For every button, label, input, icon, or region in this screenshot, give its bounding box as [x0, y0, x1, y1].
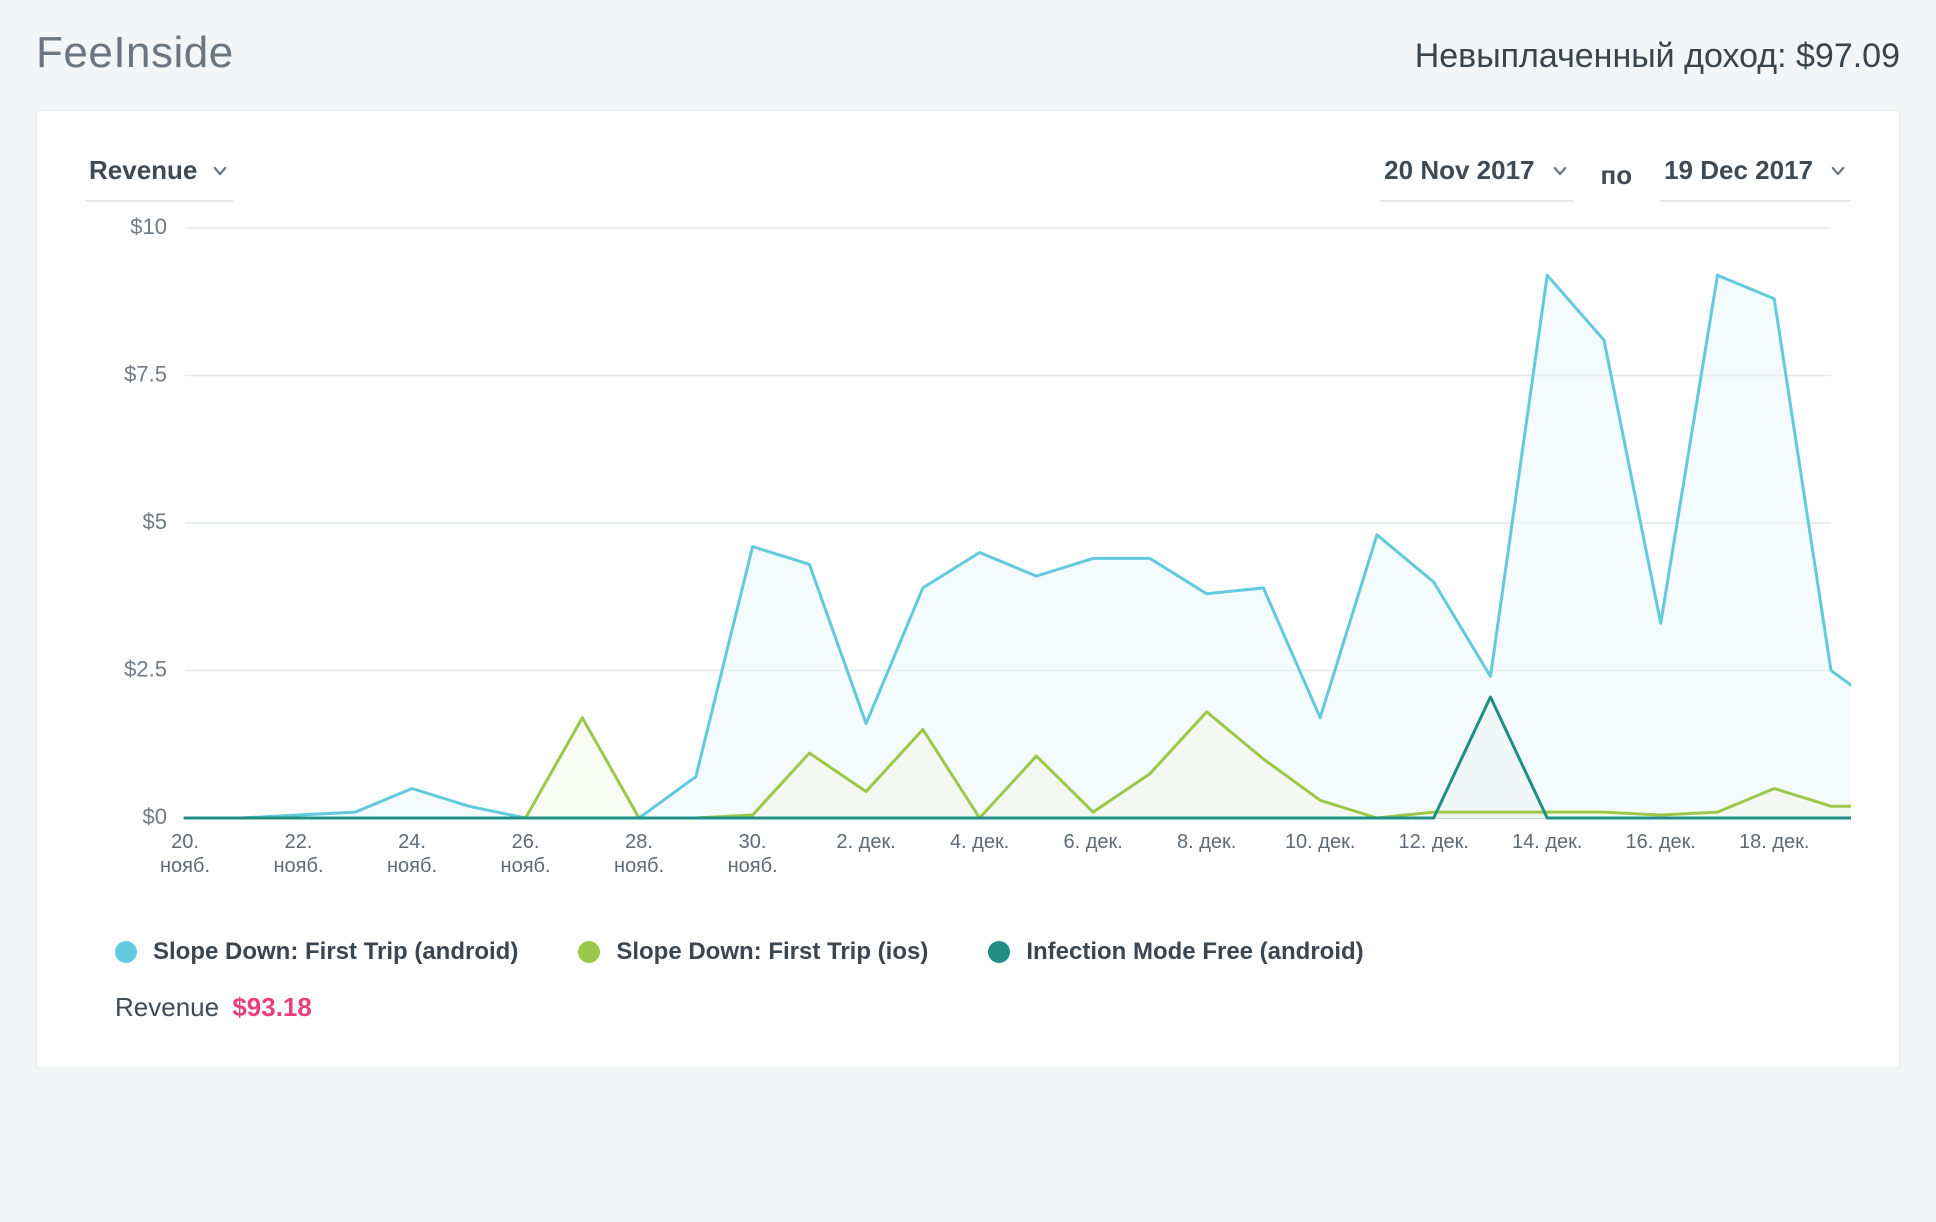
unpaid-revenue: Невыплаченный доход: $97.09	[1415, 37, 1900, 76]
svg-text:24.нояб.: 24.нояб.	[387, 831, 437, 877]
svg-text:4. дек.: 4. дек.	[950, 831, 1009, 853]
legend-swatch	[115, 941, 137, 963]
metric-dropdown-label: Revenue	[89, 155, 197, 186]
chevron-down-icon	[211, 162, 229, 180]
legend-label: Slope Down: First Trip (android)	[153, 938, 518, 966]
date-to-label: 19 Dec 2017	[1664, 155, 1813, 186]
svg-text:$10: $10	[130, 214, 167, 239]
unpaid-value: $97.09	[1796, 37, 1900, 75]
date-to-dropdown[interactable]: 19 Dec 2017	[1660, 149, 1851, 202]
legend-swatch	[578, 941, 600, 963]
revenue-card: Revenue 20 Nov 2017 по 19 Dec 2017 $0$2	[36, 110, 1900, 1068]
svg-text:$0: $0	[143, 804, 167, 829]
chart-canvas: $0 $2.5 $5 $7.5 $10 20.нояб. 22.нояб. 24.нояб. 2…	[85, 208, 1851, 908]
series-area	[185, 275, 1851, 818]
svg-text:14. дек.: 14. дек.	[1512, 831, 1582, 853]
date-separator: по	[1601, 160, 1633, 191]
unpaid-label: Невыплаченный доход:	[1415, 37, 1787, 75]
svg-text:28.нояб.: 28.нояб.	[614, 831, 664, 877]
page-header: FeeInside Невыплаченный доход: $97.09	[0, 0, 1936, 100]
chart-legend: Slope Down: First Trip (android) Slope Do…	[85, 938, 1851, 966]
svg-text:20.нояб.: 20.нояб.	[160, 831, 210, 877]
chevron-down-icon	[1551, 162, 1569, 180]
legend-item[interactable]: Infection Mode Free (android)	[988, 938, 1363, 966]
svg-text:26.нояб.: 26.нояб.	[501, 831, 551, 877]
svg-text:2. дек.: 2. дек.	[836, 831, 895, 853]
svg-text:$7.5: $7.5	[124, 361, 167, 386]
date-range-group: 20 Nov 2017 по 19 Dec 2017	[1380, 149, 1851, 202]
revenue-total: Revenue $93.18	[85, 992, 1851, 1023]
revenue-chart: $0 $2.5 $5 $7.5 $10 20.нояб. 22.нояб. 24.нояб. 2…	[85, 208, 1851, 908]
svg-text:30.нояб.: 30.нояб.	[728, 831, 778, 877]
date-from-dropdown[interactable]: 20 Nov 2017	[1380, 149, 1572, 202]
svg-text:10. дек.: 10. дек.	[1285, 831, 1355, 853]
card-controls: Revenue 20 Nov 2017 по 19 Dec 2017	[85, 149, 1851, 202]
svg-text:$2.5: $2.5	[124, 656, 167, 681]
svg-text:22.нояб.: 22.нояб.	[274, 831, 324, 877]
chevron-down-icon	[1829, 162, 1847, 180]
svg-text:$5: $5	[143, 509, 167, 534]
metric-dropdown[interactable]: Revenue	[85, 149, 233, 202]
revenue-total-label: Revenue	[115, 992, 219, 1022]
legend-item[interactable]: Slope Down: First Trip (ios)	[578, 938, 928, 966]
svg-text:8. дек.: 8. дек.	[1177, 831, 1236, 853]
legend-item[interactable]: Slope Down: First Trip (android)	[115, 938, 518, 966]
brand-title: FeeInside	[36, 28, 234, 78]
svg-text:16. дек.: 16. дек.	[1625, 831, 1695, 853]
svg-text:18. дек.: 18. дек.	[1739, 831, 1809, 853]
date-from-label: 20 Nov 2017	[1384, 155, 1534, 186]
svg-text:12. дек.: 12. дек.	[1398, 831, 1468, 853]
legend-swatch	[988, 941, 1010, 963]
legend-label: Infection Mode Free (android)	[1026, 938, 1363, 966]
revenue-total-value: $93.18	[232, 992, 312, 1022]
svg-text:6. дек.: 6. дек.	[1063, 831, 1122, 853]
legend-label: Slope Down: First Trip (ios)	[616, 938, 928, 966]
